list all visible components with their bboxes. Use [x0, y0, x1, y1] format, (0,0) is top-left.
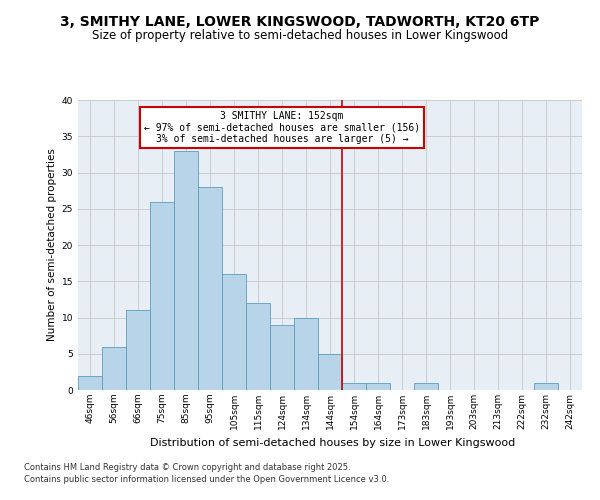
- Bar: [270, 325, 294, 390]
- Bar: [534, 383, 558, 390]
- Bar: [246, 303, 270, 390]
- Text: Contains HM Land Registry data © Crown copyright and database right 2025.: Contains HM Land Registry data © Crown c…: [24, 463, 350, 472]
- Bar: [150, 202, 174, 390]
- Bar: [174, 151, 198, 390]
- Bar: [102, 346, 126, 390]
- Bar: [342, 383, 366, 390]
- Y-axis label: Number of semi-detached properties: Number of semi-detached properties: [47, 148, 58, 342]
- Text: 3 SMITHY LANE: 152sqm
← 97% of semi-detached houses are smaller (156)
3% of semi: 3 SMITHY LANE: 152sqm ← 97% of semi-deta…: [144, 111, 420, 144]
- Bar: [366, 383, 390, 390]
- Text: Size of property relative to semi-detached houses in Lower Kingswood: Size of property relative to semi-detach…: [92, 28, 508, 42]
- Text: 3, SMITHY LANE, LOWER KINGSWOOD, TADWORTH, KT20 6TP: 3, SMITHY LANE, LOWER KINGSWOOD, TADWORT…: [61, 16, 539, 30]
- Text: Contains public sector information licensed under the Open Government Licence v3: Contains public sector information licen…: [24, 476, 389, 484]
- Bar: [198, 187, 222, 390]
- Bar: [222, 274, 246, 390]
- Bar: [294, 318, 318, 390]
- Bar: [78, 376, 102, 390]
- Text: Distribution of semi-detached houses by size in Lower Kingswood: Distribution of semi-detached houses by …: [151, 438, 515, 448]
- Bar: [318, 354, 342, 390]
- Bar: [126, 310, 150, 390]
- Bar: [414, 383, 438, 390]
